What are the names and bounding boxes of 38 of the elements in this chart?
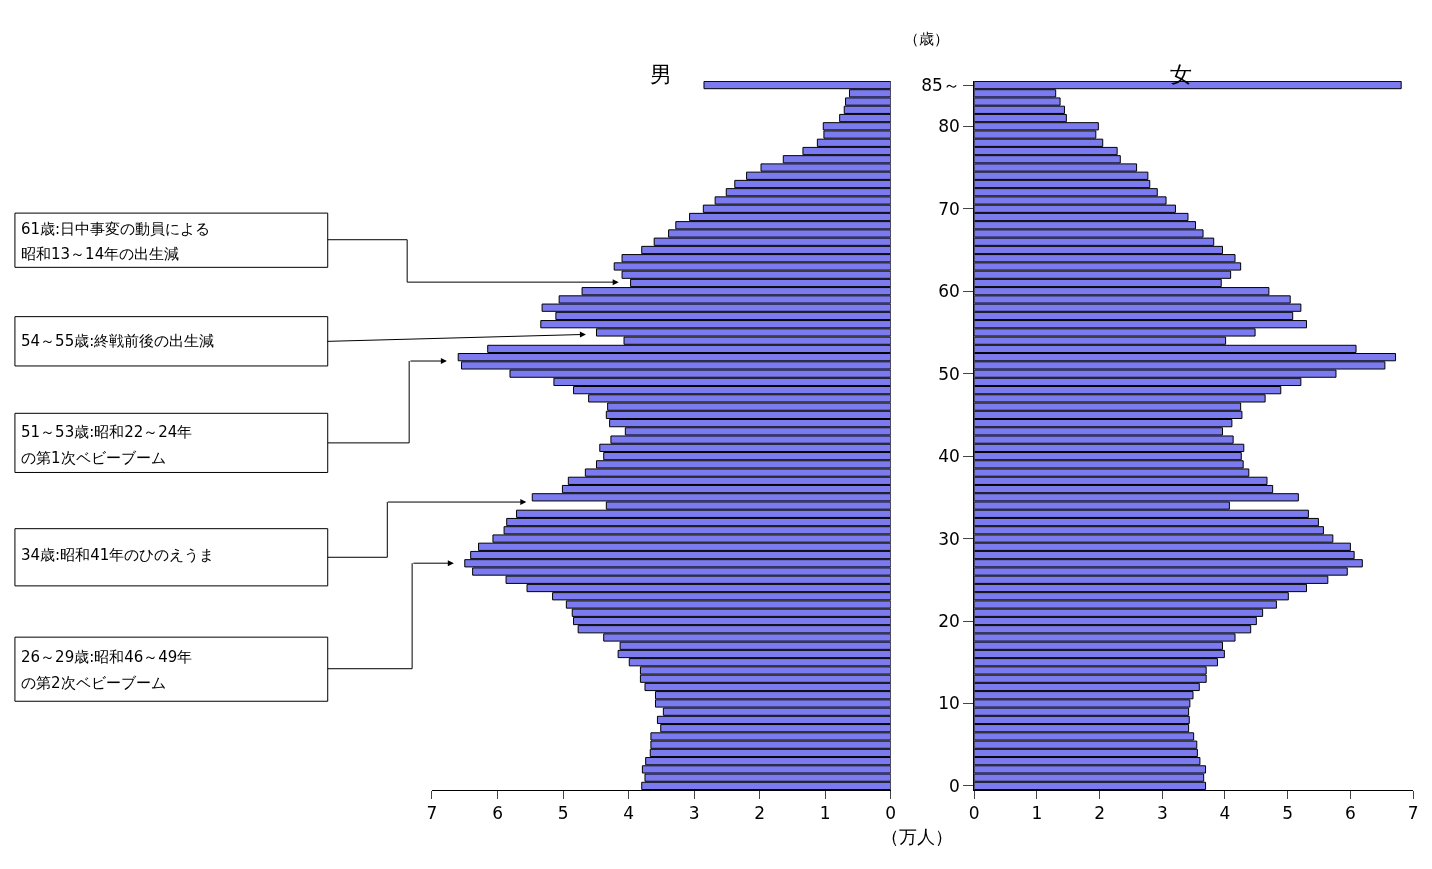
x-tick-label: 7 <box>426 803 438 824</box>
y-tick-label: 80 <box>938 116 960 137</box>
y-tick-label: 10 <box>938 693 960 714</box>
text: 昭和13～14年の出生減 <box>21 245 180 263</box>
text: 26～29歳:昭和46～49年 <box>21 648 193 666</box>
x-tick-label: 0 <box>968 803 980 824</box>
x-tick-label: 3 <box>1156 803 1168 824</box>
x-tick-label: 4 <box>1219 803 1231 824</box>
x-tick-label: 7 <box>1407 803 1419 824</box>
chart-title: 女 <box>1170 62 1192 87</box>
x-tick-label: 1 <box>1031 803 1043 824</box>
text: の第2次ベビーブーム <box>21 674 166 692</box>
x-tick-label: 6 <box>1344 803 1356 824</box>
y-tick-label: 70 <box>938 198 960 219</box>
x-tick-label: 1 <box>819 803 831 824</box>
x-axis-title: （万人） <box>881 826 953 847</box>
text: の第1次ベビーブーム <box>21 449 166 467</box>
y-tick-label: 20 <box>938 610 960 631</box>
y-tick-label: 0 <box>948 775 960 796</box>
y-tick-label: 30 <box>938 528 960 549</box>
y-tick-label: 50 <box>938 363 960 384</box>
text: 61歳:日中事変の動員による <box>21 220 211 238</box>
x-tick-label: 5 <box>557 803 569 824</box>
x-tick-label: 4 <box>623 803 635 824</box>
text: 51～53歳:昭和22～24年 <box>21 423 193 441</box>
x-tick-label: 6 <box>492 803 503 824</box>
y-tick-label: 60 <box>938 281 960 302</box>
y-axis-title: （歳） <box>904 30 949 48</box>
x-tick-label: 3 <box>688 803 700 824</box>
text: 54～55歳:終戦前後の出生減 <box>21 332 215 350</box>
x-tick-label: 2 <box>1094 803 1105 824</box>
x-tick-label: 0 <box>885 803 897 824</box>
x-tick-label: 2 <box>754 803 766 824</box>
y-tick-label: 85～ <box>921 75 960 96</box>
text: 34歳:昭和41年のひのえうま <box>21 546 215 564</box>
chart-title: 男 <box>650 62 672 87</box>
x-tick-label: 5 <box>1282 803 1294 824</box>
y-tick-label: 40 <box>938 446 960 467</box>
